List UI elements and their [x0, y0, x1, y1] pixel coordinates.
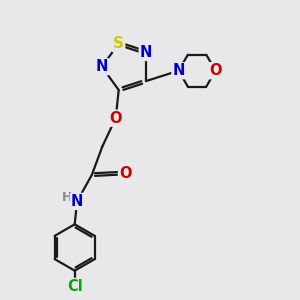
Text: H: H [61, 191, 72, 204]
Text: N: N [96, 59, 108, 74]
Text: N: N [140, 45, 152, 60]
Text: Cl: Cl [67, 279, 83, 294]
Text: O: O [110, 111, 122, 126]
Text: N: N [172, 63, 185, 78]
Text: N: N [71, 194, 83, 209]
Text: O: O [209, 63, 222, 78]
Text: O: O [119, 166, 131, 181]
Text: S: S [113, 36, 124, 51]
